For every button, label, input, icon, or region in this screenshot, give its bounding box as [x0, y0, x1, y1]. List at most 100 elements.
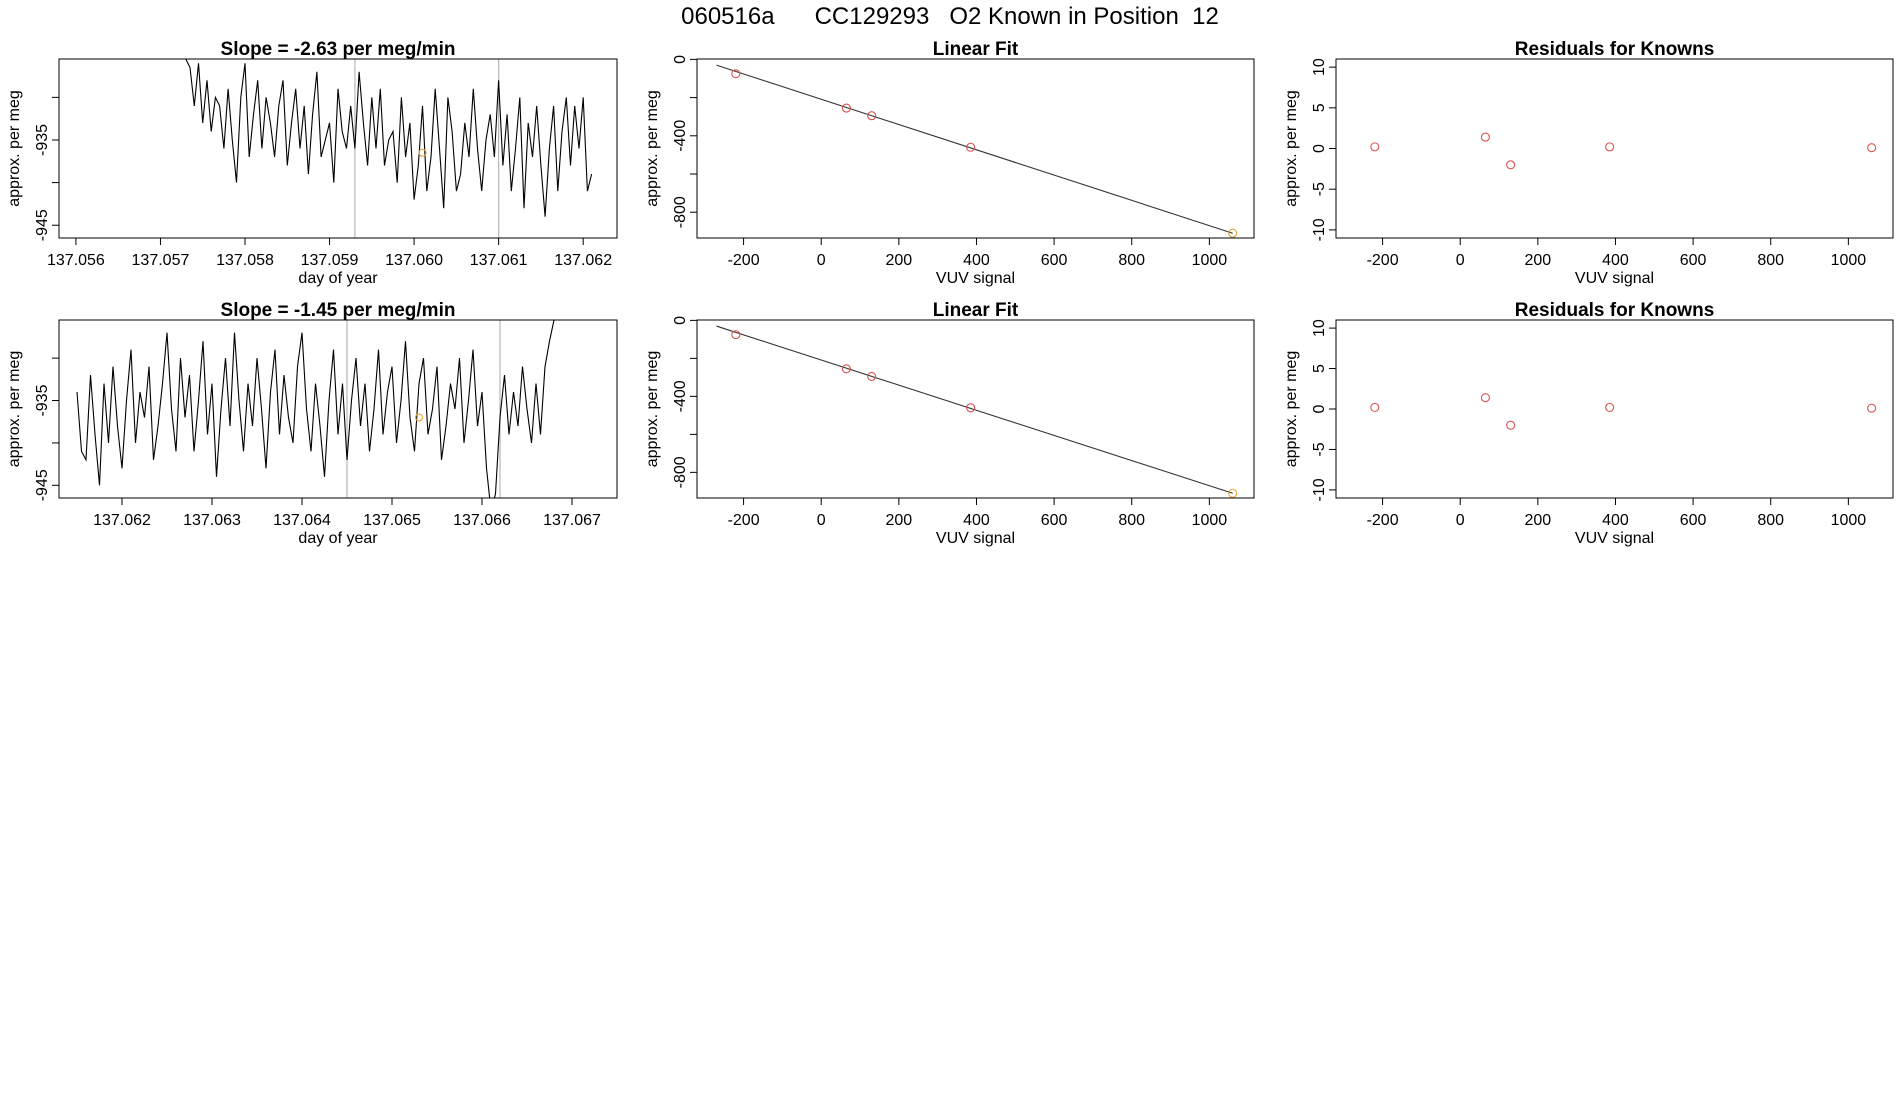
known-point	[1867, 403, 1877, 413]
y-tick-label: -400	[672, 120, 689, 152]
x-tick-label: -200	[728, 512, 760, 529]
plot-frame	[1335, 58, 1894, 239]
plot-area	[185, 59, 593, 238]
x-axis-label: VUV signal	[936, 270, 1015, 287]
figure-title: 060516a CC129293 O2 Known in Position 12	[681, 3, 1219, 30]
x-tick-label: 0	[1456, 512, 1465, 529]
x-tick-label: 600	[1041, 512, 1068, 529]
y-tick-label: 10	[1311, 58, 1328, 76]
known-point	[1867, 143, 1877, 153]
y-tick-label: -945	[34, 209, 51, 241]
x-tick-label: 0	[1456, 252, 1465, 269]
chart-title: Residuals for Knowns	[1515, 39, 1715, 60]
sample-marker	[414, 413, 424, 422]
x-axis-label: day of year	[298, 530, 378, 547]
x-tick-label: -200	[728, 252, 760, 269]
x-tick-label: 800	[1757, 512, 1784, 529]
y-tick-label: 0	[1311, 144, 1328, 153]
x-axis-label: VUV signal	[936, 530, 1015, 547]
x-tick-label: 1000	[1192, 252, 1228, 269]
x-tick-label: 137.066	[453, 512, 511, 529]
x-tick-label: 137.059	[301, 252, 359, 269]
panel-residuals-1: Residuals for Knowns-200 0 200 400 600 800 100…	[1283, 39, 1894, 287]
known-point	[1370, 142, 1380, 152]
x-tick-label: 137.062	[554, 252, 612, 269]
x-tick-label: 200	[1524, 252, 1551, 269]
y-tick-label: -400	[672, 380, 689, 412]
x-tick-label: -200	[1367, 512, 1399, 529]
known-point	[1506, 160, 1516, 170]
y-axis-label: approx. per meg	[644, 90, 661, 207]
series-line	[76, 320, 563, 498]
panel-timeseries-2: Slope = -1.45 per meg/min 137.062 137.063 1…	[6, 300, 618, 547]
chart-title: Linear Fit	[933, 300, 1019, 321]
y-tick-label: -935	[34, 384, 51, 416]
panel-residuals-2: Residuals for Knowns -200 0 200 400 600 800 10 0…	[1283, 300, 1894, 547]
known-point	[841, 364, 851, 374]
x-tick-label: 800	[1757, 252, 1784, 269]
x-tick-label: 400	[963, 512, 990, 529]
chart-title: Residuals for Knowns	[1515, 300, 1715, 321]
x-tick-label: 200	[885, 512, 912, 529]
y-tick-label: 0	[672, 316, 689, 325]
panel-timeseries-1: Slope = -2.63 per meg/min 137.056 137.057 1…	[6, 39, 618, 287]
x-tick-label: 400	[1602, 512, 1629, 529]
sample-point	[1228, 488, 1238, 498]
known-point	[731, 69, 741, 79]
x-tick-label: 200	[1524, 512, 1551, 529]
x-tick-label: 137.058	[216, 252, 274, 269]
panel-fit-1: Linear Fit -200 0 200 400 600 800 1000 0 -400 -800…	[644, 39, 1255, 287]
y-axis-label: approx. per meg	[6, 90, 23, 207]
known-point	[1480, 393, 1490, 403]
y-tick-label: 10	[1311, 319, 1328, 337]
plot-frame	[58, 58, 618, 239]
known-point	[966, 142, 976, 152]
plot-frame	[696, 58, 1255, 239]
x-tick-label: 200	[885, 252, 912, 269]
y-tick-label: 0	[1311, 404, 1328, 413]
x-axis-label: VUV signal	[1575, 270, 1654, 287]
y-tick-label: -935	[34, 124, 51, 156]
plot-area	[76, 320, 563, 498]
known-point	[867, 371, 877, 381]
sample-point	[1228, 228, 1238, 238]
x-tick-label: 0	[817, 252, 826, 269]
x-tick-label: 1000	[1192, 512, 1228, 529]
x-tick-label: 800	[1118, 512, 1145, 529]
y-tick-label: -5	[1311, 182, 1328, 196]
x-tick-label: 137.067	[543, 512, 601, 529]
x-tick-label: 137.060	[385, 252, 443, 269]
x-tick-label: 600	[1041, 252, 1068, 269]
y-tick-label: 5	[1311, 364, 1328, 373]
x-tick-label: -200	[1367, 252, 1399, 269]
known-point	[1605, 142, 1615, 152]
x-tick-label: 137.063	[183, 512, 241, 529]
x-tick-label: 1000	[1831, 252, 1867, 269]
plot-frame	[696, 319, 1255, 499]
known-point	[1370, 402, 1380, 412]
plot-frame	[58, 319, 618, 499]
sample-marker	[418, 148, 427, 157]
y-tick-label: -10	[1311, 218, 1328, 241]
x-axis-label: VUV signal	[1575, 530, 1654, 547]
known-point	[1605, 402, 1615, 412]
y-tick-label: -945	[34, 469, 51, 501]
x-tick-label: 400	[963, 252, 990, 269]
x-tick-label: 400	[1602, 252, 1629, 269]
x-tick-label: 0	[817, 512, 826, 529]
x-tick-label: 137.056	[47, 252, 105, 269]
x-tick-label: 800	[1118, 252, 1145, 269]
x-tick-label: 600	[1680, 512, 1707, 529]
y-tick-label: 5	[1311, 103, 1328, 112]
y-axis-label: approx. per meg	[644, 351, 661, 468]
x-tick-label: 137.062	[93, 512, 151, 529]
plot-frame	[1335, 319, 1894, 499]
chart-title: Linear Fit	[933, 39, 1019, 60]
known-point	[731, 330, 741, 340]
known-point	[966, 403, 976, 413]
known-point	[1480, 132, 1490, 142]
y-tick-label: 0	[672, 55, 689, 64]
y-tick-label: -10	[1311, 478, 1328, 501]
x-tick-label: 137.064	[273, 512, 331, 529]
